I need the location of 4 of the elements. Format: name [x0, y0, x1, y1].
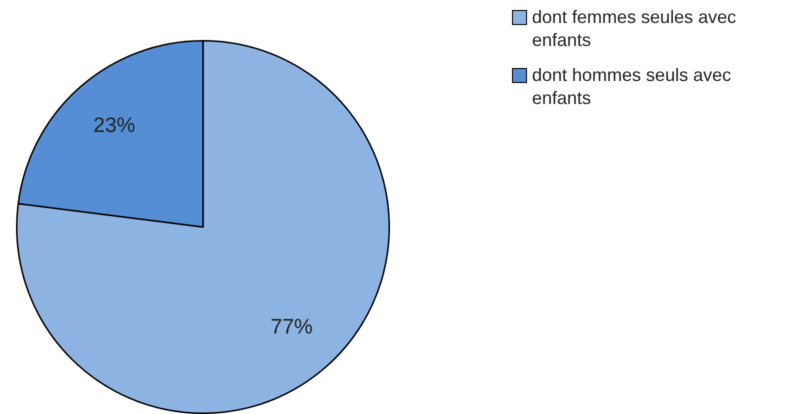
legend-label: dont femmes seules avec enfants: [532, 6, 738, 52]
data-label: 77%: [270, 315, 313, 338]
legend-label: dont hommes seuls avec enfants: [532, 64, 732, 110]
data-label: 23%: [93, 114, 136, 138]
